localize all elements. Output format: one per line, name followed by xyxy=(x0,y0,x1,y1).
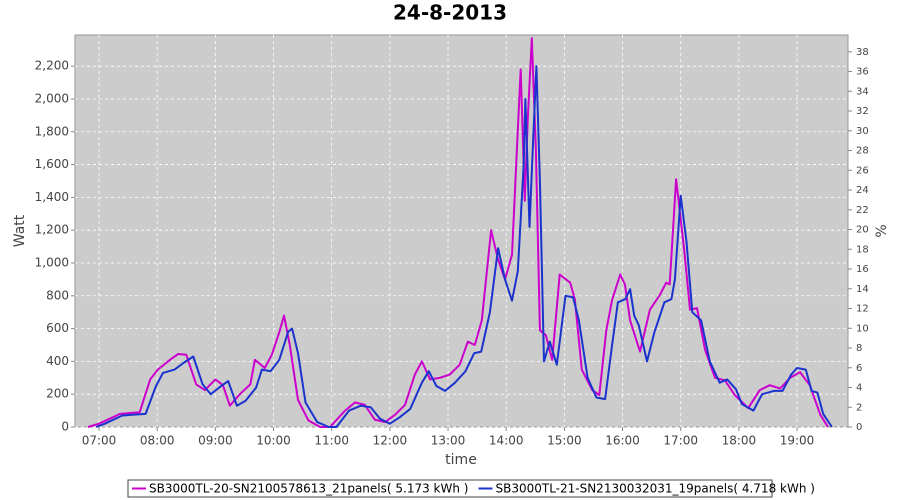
y2-tick-label: 10 xyxy=(856,323,869,334)
y2-tick-label: 12 xyxy=(856,304,869,315)
y-tick-label: 400 xyxy=(46,354,69,368)
x-tick-label: 16:00 xyxy=(605,434,640,448)
y-tick-label: 200 xyxy=(46,387,69,401)
y2-tick-label: 24 xyxy=(856,185,869,196)
y-tick-label: 600 xyxy=(46,321,69,335)
y-tick-label: 1,400 xyxy=(35,190,69,204)
y-tick-label: 1,600 xyxy=(35,157,69,171)
y2-tick-label: 2 xyxy=(856,402,862,413)
y-tick-label: 800 xyxy=(46,288,69,302)
y2-tick-label: 30 xyxy=(856,126,869,137)
y-axis-label: Watt xyxy=(12,214,28,247)
y2-tick-label: 36 xyxy=(856,67,869,78)
y2-axis-label: % xyxy=(874,224,890,237)
y2-tick-label: 26 xyxy=(856,165,869,176)
x-tick-label: 17:00 xyxy=(663,434,698,448)
y2-tick-label: 32 xyxy=(856,106,869,117)
x-tick-label: 13:00 xyxy=(431,434,466,448)
legend: SB3000TL-20-SN2100578613_21panels( 5.173… xyxy=(127,479,815,498)
x-tick-label: 08:00 xyxy=(140,434,175,448)
y-tick-label: 1,200 xyxy=(35,223,69,237)
y-tick-label: 1,000 xyxy=(35,255,69,269)
y2-tick-label: 4 xyxy=(856,383,862,394)
legend-label: SB3000TL-21-SN2130032031_19panels( 4.718… xyxy=(495,482,814,496)
y2-tick-label: 20 xyxy=(856,225,869,236)
x-tick-label: 15:00 xyxy=(547,434,582,448)
x-tick-label: 18:00 xyxy=(722,434,757,448)
x-axis-label: time xyxy=(445,452,477,468)
y2-tick-label: 16 xyxy=(856,264,869,275)
y2-tick-label: 22 xyxy=(856,205,869,216)
legend-label: SB3000TL-20-SN2100578613_21panels( 5.173… xyxy=(149,482,468,496)
x-tick-label: 11:00 xyxy=(314,434,349,448)
x-tick-label: 07:00 xyxy=(82,434,117,448)
x-tick-label: 19:00 xyxy=(780,434,815,448)
x-tick-label: 12:00 xyxy=(373,434,408,448)
series-line xyxy=(95,65,833,428)
y2-tick-label: 6 xyxy=(856,363,862,374)
y2-tick-label: 14 xyxy=(856,284,869,295)
chart-title: 24-8-2013 xyxy=(393,1,507,25)
legend-box xyxy=(127,479,773,498)
series-line xyxy=(87,37,829,428)
y2-tick-label: 8 xyxy=(856,343,862,354)
x-tick-label: 10:00 xyxy=(256,434,291,448)
x-tick-label: 09:00 xyxy=(198,434,233,448)
y2-tick-label: 0 xyxy=(856,422,862,433)
y-tick-label: 2,200 xyxy=(35,59,69,73)
y2-tick-label: 38 xyxy=(856,47,869,58)
y-tick-label: 1,800 xyxy=(35,124,69,138)
y2-tick-label: 28 xyxy=(856,146,869,157)
y2-tick-label: 34 xyxy=(856,86,869,97)
x-tick-label: 14:00 xyxy=(489,434,524,448)
y-tick-label: 2,000 xyxy=(35,91,69,105)
y-tick-label: 0 xyxy=(61,420,69,434)
y2-tick-label: 18 xyxy=(856,244,869,255)
